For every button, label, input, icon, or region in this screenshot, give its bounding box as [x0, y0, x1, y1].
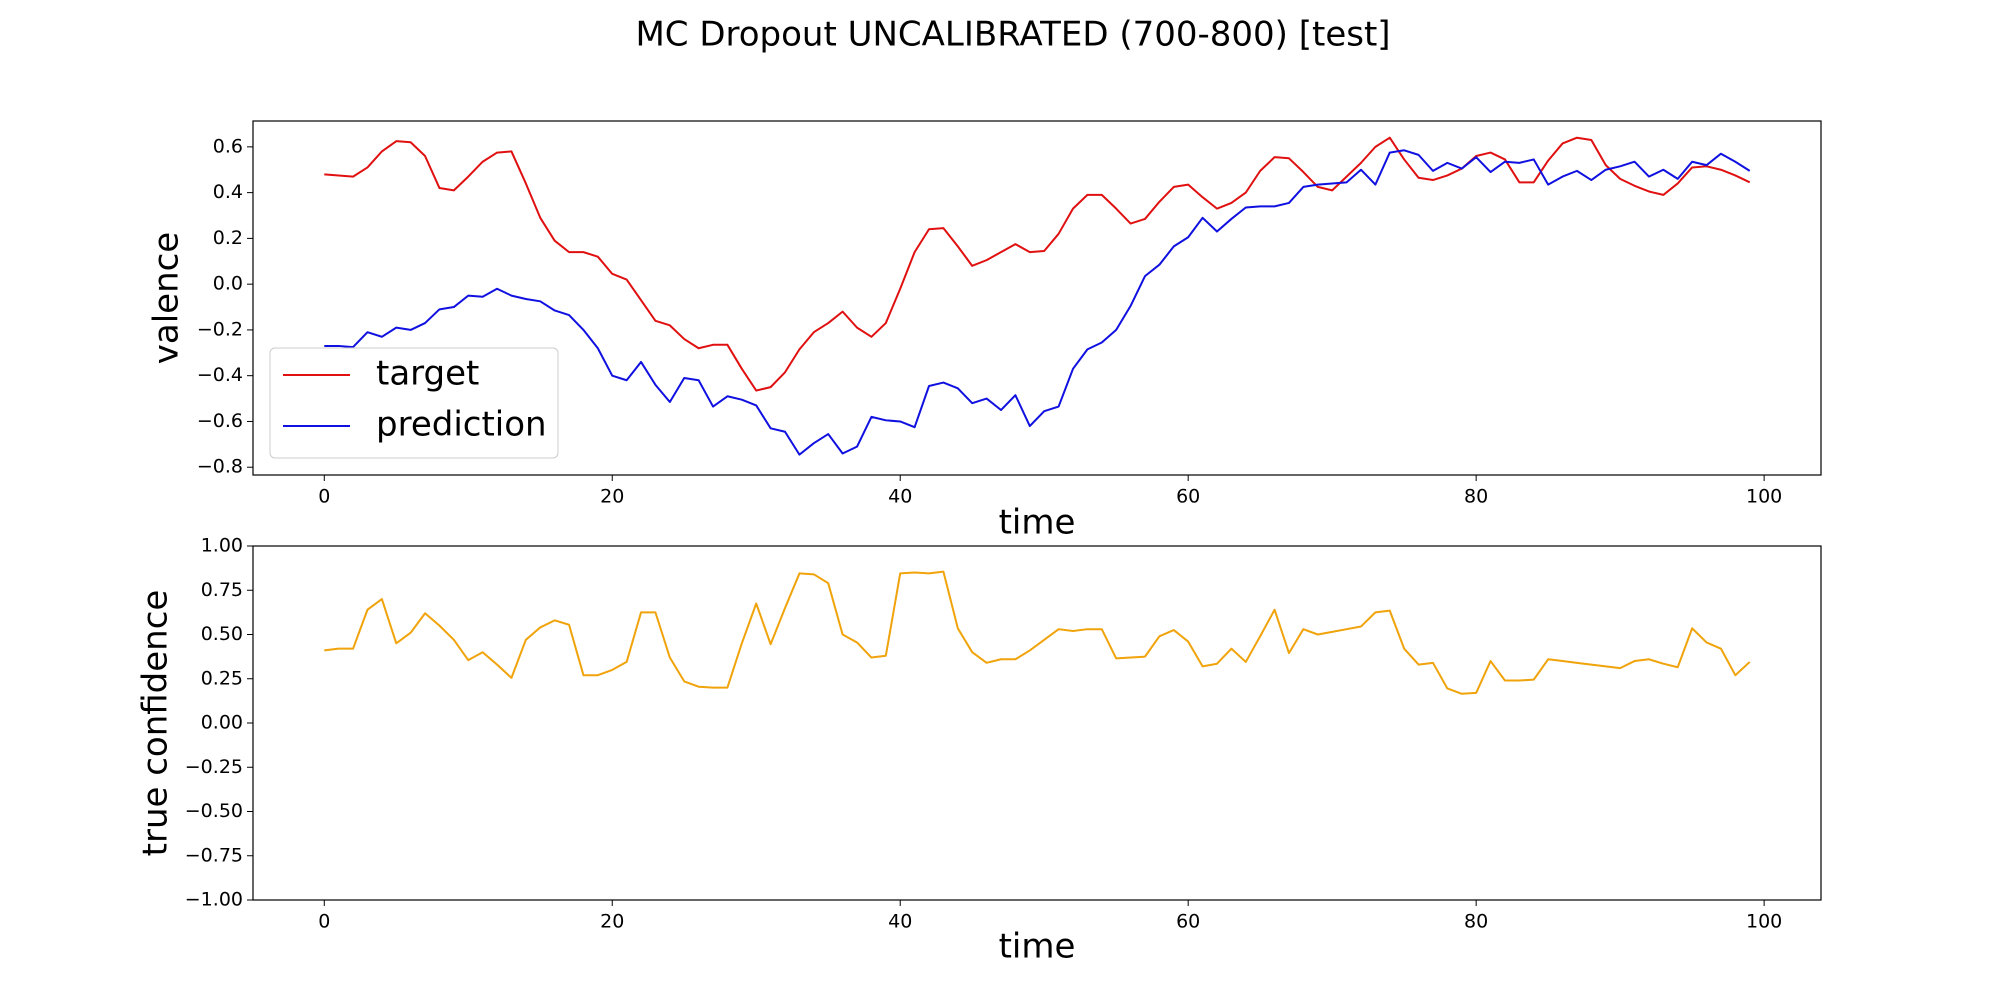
- series-line: [324, 570, 1751, 695]
- y-tick-label: 0.50: [201, 623, 243, 645]
- x-tick-label: 80: [1464, 911, 1488, 933]
- x-tick-label: 0: [318, 911, 330, 933]
- y-tick-label: −0.8: [197, 456, 243, 478]
- y-tick-label: 0.0: [213, 273, 243, 295]
- y-tick-label: −0.2: [197, 318, 243, 340]
- y-tick-label: −0.4: [197, 364, 243, 386]
- y-tick-label: −0.6: [197, 410, 243, 432]
- x-axis-label: time: [999, 927, 1076, 967]
- y-tick-label: −1.00: [185, 889, 243, 911]
- legend-label: target: [376, 354, 479, 394]
- x-tick-label: 100: [1746, 911, 1782, 933]
- y-tick-label: −0.25: [185, 756, 243, 778]
- y-tick-label: 0.6: [213, 135, 243, 157]
- y-tick-label: 0.25: [201, 667, 243, 689]
- y-tick-label: 1.00: [201, 535, 243, 557]
- series-line: [324, 136, 1751, 392]
- x-tick-label: 40: [888, 486, 912, 508]
- x-tick-label: 80: [1464, 486, 1488, 508]
- y-tick-label: 0.4: [213, 181, 243, 203]
- axes-frame: [252, 545, 1822, 901]
- x-tick-label: 60: [1176, 486, 1200, 508]
- x-tick-label: 100: [1746, 486, 1782, 508]
- y-tick-label: −0.75: [185, 844, 243, 866]
- x-tick-label: 60: [1176, 911, 1200, 933]
- x-tick-label: 40: [888, 911, 912, 933]
- y-tick-label: 0.2: [213, 227, 243, 249]
- x-tick-label: 20: [600, 486, 624, 508]
- y-tick-label: −0.50: [185, 800, 243, 822]
- x-tick-label: 0: [318, 486, 330, 508]
- y-tick-label: 0.00: [201, 712, 243, 734]
- axes-frame: [252, 120, 1822, 476]
- y-axis-label: true confidence: [136, 590, 176, 857]
- y-axis-label: valence: [147, 232, 187, 364]
- figure-title: MC Dropout UNCALIBRATED (700-800) [test]: [635, 15, 1390, 55]
- y-tick-label: 0.75: [201, 579, 243, 601]
- x-tick-label: 20: [600, 911, 624, 933]
- legend-label: prediction: [376, 405, 547, 445]
- x-axis-label: time: [999, 503, 1076, 543]
- series-line: [324, 149, 1751, 456]
